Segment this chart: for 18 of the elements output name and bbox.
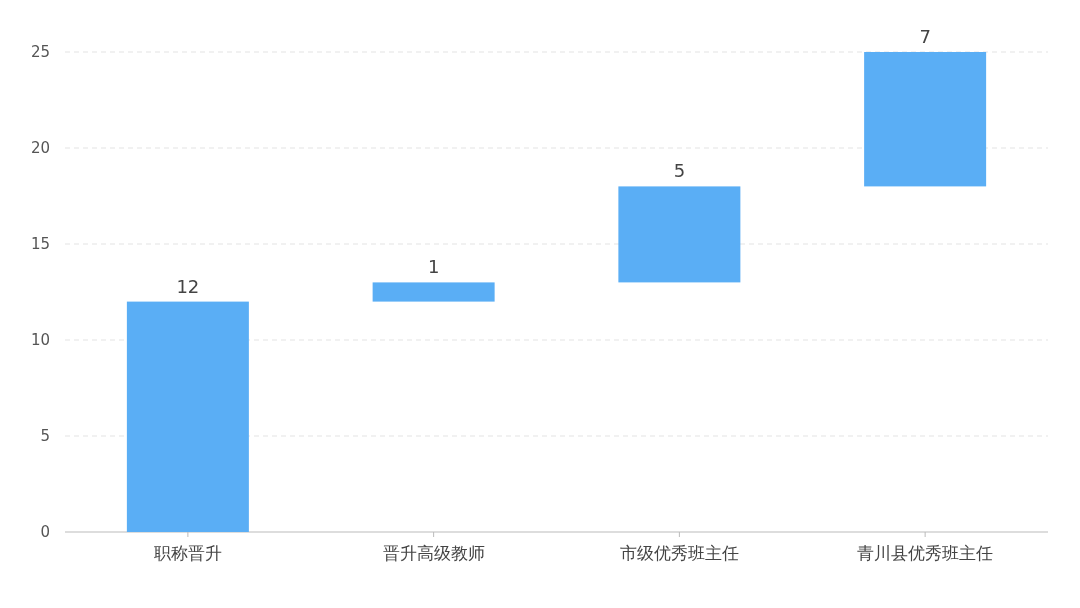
data-label: 1 [427, 256, 440, 278]
bar [126, 301, 249, 532]
bar [618, 186, 741, 283]
bar [372, 282, 495, 302]
data-label: 7 [919, 26, 931, 47]
x-tick-label: 晋升高级教师 [382, 543, 485, 563]
y-tick-label: 20 [30, 139, 50, 157]
bar [864, 52, 987, 187]
data-label: 12 [176, 275, 200, 297]
y-tick-label: 5 [40, 427, 50, 445]
y-tick-label: 0 [40, 523, 50, 541]
x-tick-label: 市级优秀班主任 [619, 543, 739, 563]
x-tick-label: 青川县优秀班主任 [857, 543, 994, 563]
y-tick-label: 25 [30, 43, 50, 61]
y-tick-label: 10 [30, 331, 50, 349]
y-tick-label: 15 [30, 235, 50, 253]
data-label: 5 [673, 160, 686, 182]
x-tick-label: 职称晋升 [153, 543, 222, 563]
